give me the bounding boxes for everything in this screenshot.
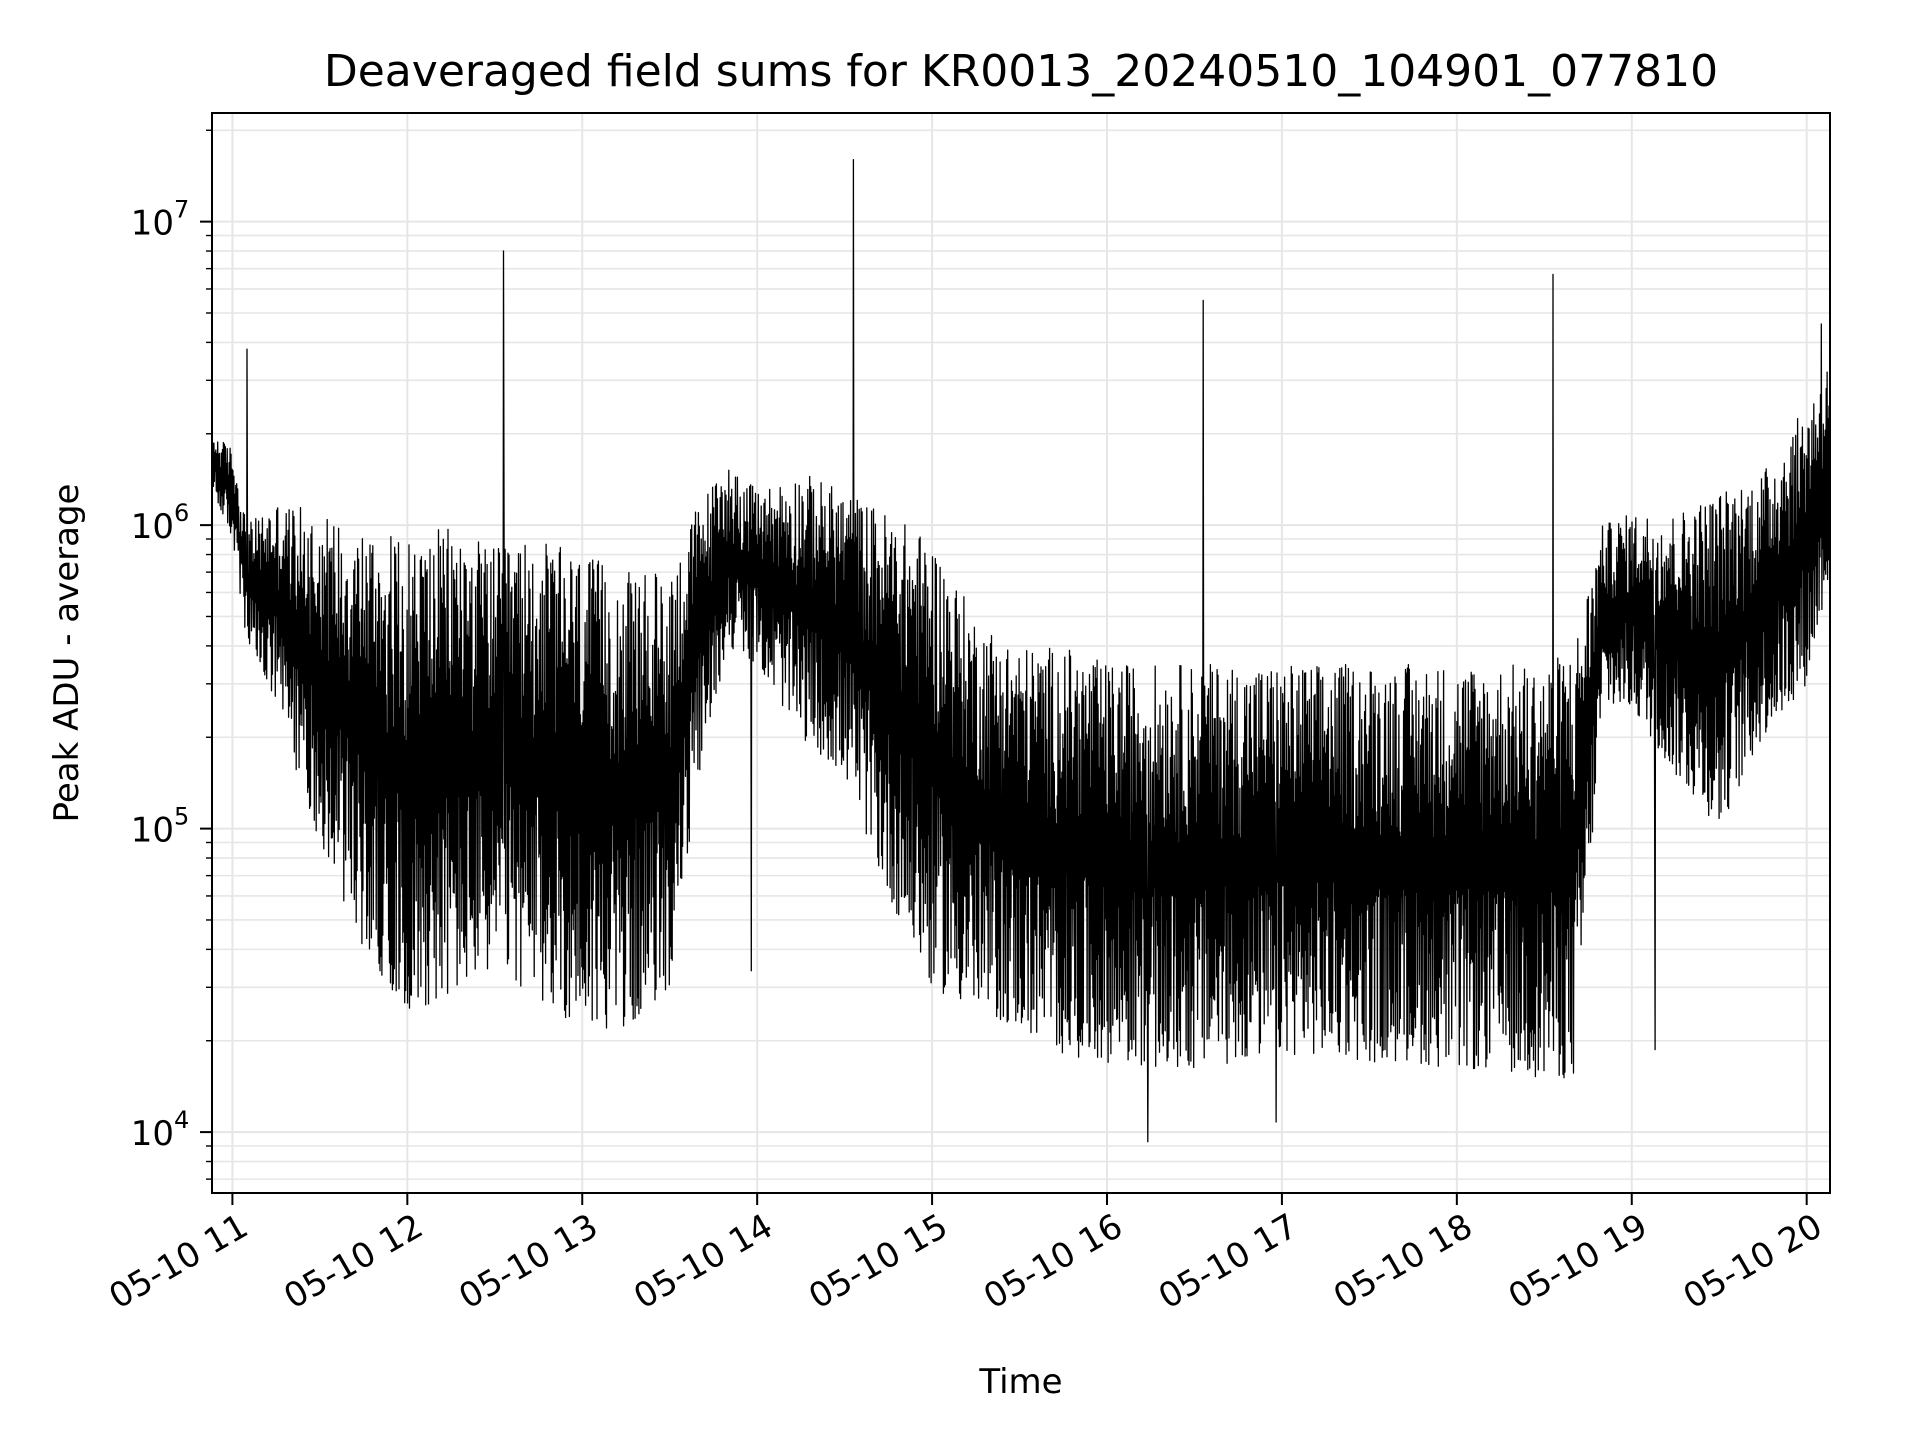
x-axis: 05-10 11 05-10 12 05-10 13 05-10 14 05-10 15… — [103, 1193, 1829, 1317]
x-tick-label: 05-10 17 — [1152, 1206, 1304, 1317]
chart-title: Deaveraged field sums for KR0013_2024051… — [324, 46, 1718, 97]
y-tick-base: 10 — [131, 204, 174, 244]
series-line — [211, 159, 1831, 1143]
x-tick-label: 05-10 18 — [1327, 1206, 1479, 1317]
y-tick-exponent: 7 — [174, 196, 189, 224]
y-tick-base: 10 — [131, 811, 174, 851]
x-tick-label: 05-10 14 — [627, 1206, 779, 1317]
y-tick-label: 10 — [131, 507, 174, 547]
x-tick-label: 05-10 12 — [277, 1206, 429, 1317]
x-tick-label: 05-10 11 — [103, 1206, 255, 1317]
y-tick-exponent: 4 — [174, 1106, 189, 1134]
y-tick-label: 10 — [131, 204, 174, 244]
y-tick-base: 10 — [131, 507, 174, 547]
x-tick-label: 05-10 19 — [1502, 1206, 1654, 1317]
series-layer — [211, 159, 1831, 1143]
x-tick-label: 05-10 13 — [452, 1206, 604, 1317]
x-tick-label: 05-10 20 — [1677, 1206, 1829, 1317]
y-tick-label: 10 — [131, 811, 174, 851]
y-tick-label: 10 — [131, 1114, 174, 1154]
y-tick-base: 10 — [131, 1114, 174, 1154]
y-tick-exponent: 6 — [174, 499, 189, 527]
plot-frame — [211, 112, 1831, 1194]
y-tick-exponent: 5 — [174, 803, 189, 831]
x-axis-label: Time — [978, 1362, 1062, 1402]
x-tick-label: 05-10 16 — [977, 1206, 1129, 1317]
y-axis-label: Peak ADU - average — [47, 484, 87, 823]
x-tick-label: 05-10 15 — [802, 1206, 954, 1317]
